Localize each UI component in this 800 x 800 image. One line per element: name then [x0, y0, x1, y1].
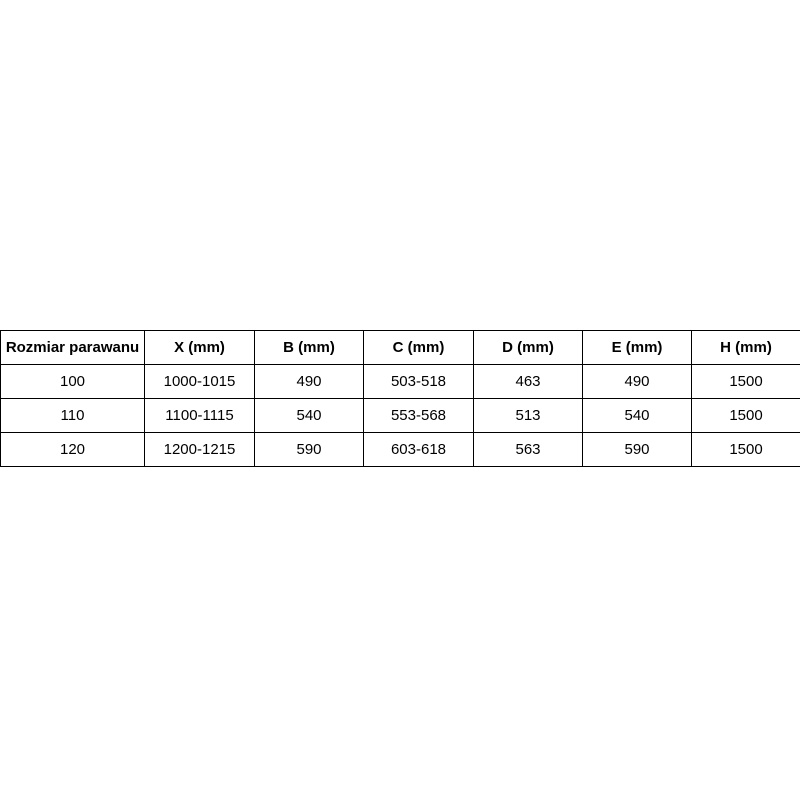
cell-x: 1200-1215: [144, 432, 255, 467]
cell-b: 590: [254, 432, 364, 467]
table-header-row: Rozmiar parawanu X (mm) B (mm) C (mm) D …: [0, 330, 800, 365]
cell-x: 1100-1115: [144, 398, 255, 433]
column-header-d-mm: D (mm): [473, 330, 583, 365]
size-spec-table: Rozmiar parawanu X (mm) B (mm) C (mm) D …: [0, 330, 800, 467]
column-header-rozmiar-parawanu: Rozmiar parawanu: [0, 330, 145, 365]
cell-e: 540: [582, 398, 692, 433]
cell-c: 553-568: [363, 398, 474, 433]
cell-d: 463: [473, 364, 583, 399]
cell-size: 110: [0, 398, 145, 433]
table-row-size-120: 120 1200-1215 590 603-618 563 590 1500: [0, 432, 800, 467]
column-header-x-mm: X (mm): [144, 330, 255, 365]
table-row-size-110: 110 1100-1115 540 553-568 513 540 1500: [0, 398, 800, 433]
cell-d: 563: [473, 432, 583, 467]
cell-c: 603-618: [363, 432, 474, 467]
table-row-size-100: 100 1000-1015 490 503-518 463 490 1500: [0, 364, 800, 399]
cell-e: 590: [582, 432, 692, 467]
cell-b: 490: [254, 364, 364, 399]
cell-e: 490: [582, 364, 692, 399]
cell-c: 503-518: [363, 364, 474, 399]
cell-x: 1000-1015: [144, 364, 255, 399]
cell-h: 1500: [691, 364, 800, 399]
column-header-c-mm: C (mm): [363, 330, 474, 365]
cell-h: 1500: [691, 398, 800, 433]
column-header-b-mm: B (mm): [254, 330, 364, 365]
cell-h: 1500: [691, 432, 800, 467]
cell-size: 100: [0, 364, 145, 399]
column-header-e-mm: E (mm): [582, 330, 692, 365]
cell-size: 120: [0, 432, 145, 467]
column-header-h-mm: H (mm): [691, 330, 800, 365]
cell-d: 513: [473, 398, 583, 433]
cell-b: 540: [254, 398, 364, 433]
